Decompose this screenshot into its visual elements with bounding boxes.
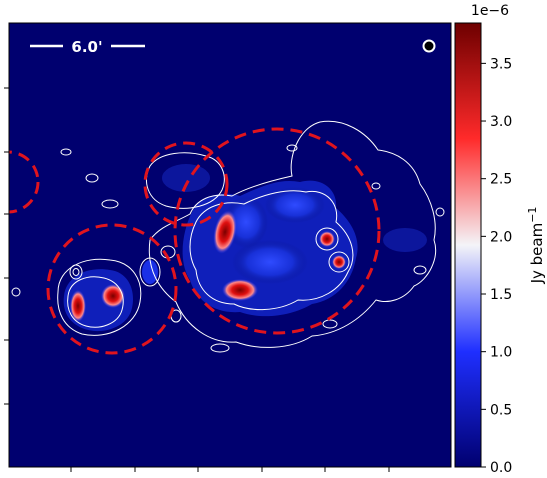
scale-bar-label: 6.0'	[71, 38, 102, 56]
emission-layer	[9, 39, 445, 355]
contour-mid-a	[139, 257, 161, 287]
colorbar-tick-label-0: 0.0	[490, 460, 512, 474]
contour-lines	[11, 120, 445, 353]
contour-blob-8	[435, 207, 445, 217]
region-south-west	[46, 223, 178, 355]
point-source-2	[332, 255, 346, 269]
colorbar-tick-label-3: 1.5	[490, 287, 512, 303]
scale-bar: 6.0'	[30, 38, 145, 56]
diffuse-emission-east	[383, 228, 427, 252]
contour-blob-11	[286, 144, 298, 152]
beam-marker	[422, 39, 436, 53]
contour-blob-12	[371, 182, 381, 190]
diffuse-emission-knot-a	[265, 187, 325, 223]
hotspot-4	[101, 284, 125, 308]
hotspot-2	[222, 279, 258, 301]
contour-mid-c	[72, 268, 80, 276]
contour-source-2	[328, 251, 350, 273]
colorbar-tick-label-4: 2.0	[490, 229, 512, 245]
colorbar-label-exponent: −1	[526, 207, 539, 223]
contour-source-1	[315, 227, 339, 251]
colorbar-tick-label-7: 3.5	[490, 56, 512, 72]
contour-blob-2	[85, 173, 99, 183]
contour-blob-5	[210, 343, 230, 353]
contour-blob-6	[322, 319, 338, 329]
colorbar-tick-label-2: 1.0	[490, 345, 512, 361]
diffuse-emission-mid	[142, 260, 158, 284]
point-source-1	[319, 231, 335, 247]
contour-southwest-outer	[57, 258, 142, 336]
colorbar-exponent: 1e−6	[471, 3, 509, 19]
region-circles	[9, 127, 381, 355]
contour-inner	[189, 190, 354, 311]
colorbar-ticks: 0.0 0.5 1.0 1.5 2.0 2.5 3.0 3.5	[481, 56, 512, 476]
colorbar-tick-label-6: 3.0	[490, 114, 512, 130]
hotspot-3	[70, 290, 86, 322]
hotspot-1	[213, 210, 237, 254]
map-frame	[8, 22, 452, 468]
colorbar-gradient	[454, 22, 482, 468]
map-panel: 6.0'	[4, 22, 452, 472]
region-west-edge	[9, 150, 40, 214]
region-east	[173, 127, 381, 335]
contour-blob-3	[101, 199, 119, 209]
colorbar-label-unit: Jy beam	[528, 223, 546, 285]
region-north-centre	[143, 141, 229, 227]
diffuse-emission-knot-b	[232, 240, 308, 284]
contour-mid-b	[69, 264, 83, 280]
colorbar-tick-label-1: 0.5	[490, 402, 512, 418]
contour-southwest-inner	[67, 276, 124, 328]
diffuse-emission-north	[162, 164, 210, 192]
colorbar: 1e−6 0.0 0.5 1.0 1.5 2.0 2.5 3.0 3.5 Jy beam−1	[454, 3, 546, 476]
contour-outer	[148, 120, 436, 348]
contour-blob-7	[413, 265, 427, 275]
contour-blob-1	[60, 148, 72, 156]
contour-blob-4	[11, 287, 21, 297]
colorbar-tick-label-5: 2.5	[490, 172, 512, 188]
colorbar-label: Jy beam−1	[526, 207, 546, 285]
contour-north	[146, 152, 225, 209]
axis-ticks	[4, 87, 390, 472]
